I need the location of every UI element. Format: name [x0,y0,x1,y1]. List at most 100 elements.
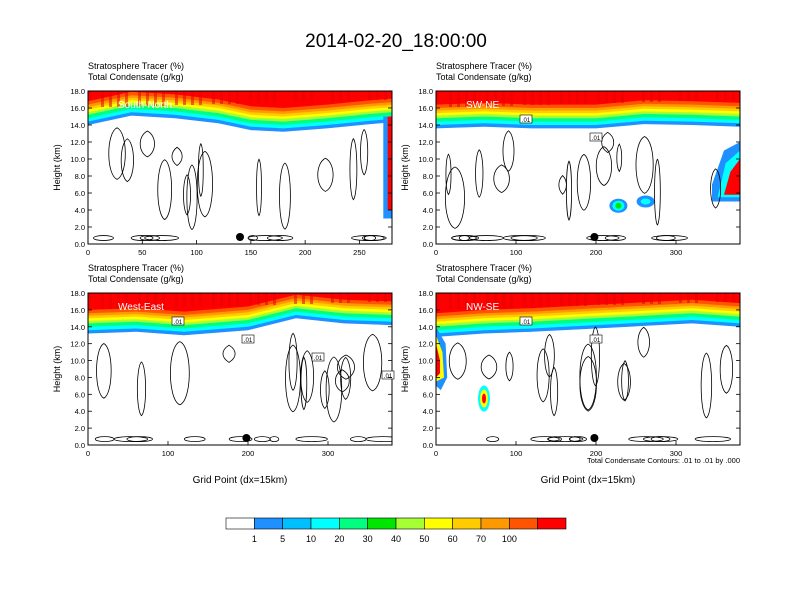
condensate-contours [445,130,722,241]
tracer-streak [621,293,624,305]
tracer-streak [642,293,645,304]
tracer-streak [257,91,260,103]
x-tick-label: 250 [353,248,366,257]
tracer-streak [724,91,727,100]
tracer-streak [347,293,350,303]
tracer-streak [560,293,563,306]
contour-label: .01 [314,356,323,362]
tracer-blob [615,202,622,209]
y-tick-label: 0.0 [423,240,433,249]
location-marker [236,233,244,241]
tracer-field [88,293,392,445]
contour-label-box [171,316,185,326]
y-tick-label: 4.0 [423,407,433,416]
contour-label-box [519,114,533,124]
colorbar-swatch [254,517,283,530]
tracer-streak [560,91,563,104]
contour-label: .01 [174,320,183,326]
y-tick-label: 4.0 [75,206,85,215]
tracer-streak [547,91,550,105]
colorbar-label: 20 [334,534,344,544]
colorbar-swatch [225,517,255,530]
tracer-streak [376,293,379,302]
panel-south-north: Stratosphere Tracer (%)Total Condensate … [52,61,393,257]
tracer-streak [101,293,104,309]
x-tick-label: 300 [322,449,335,458]
colorbar-label: 5 [280,534,285,544]
x-tick-label: 150 [245,248,258,257]
y-tick-label: 14.0 [70,323,85,332]
colorbar-swatch [452,517,482,530]
y-tick-label: 16.0 [418,104,433,113]
x-tick-label: 100 [510,449,523,458]
tracer-streak [584,91,587,104]
panel-label: SW-NE [466,100,499,111]
tracer-field [436,91,740,244]
tracer-streak [228,91,231,104]
x-axis-label: Grid Point (dx=15km) [193,475,288,486]
header-tracer: Stratosphere Tracer (%) [436,263,532,273]
tracer-streak [117,91,120,107]
tracer-band [88,91,392,108]
tracer-streak [473,293,476,309]
tracer-streak [310,293,313,304]
tracer-streak [568,91,571,104]
tracer-streak [465,293,468,309]
tracer-streak [547,293,550,307]
y-tick-label: 10.0 [418,155,433,164]
tracer-streak [146,91,149,106]
tracer-streak [621,91,624,103]
tracer-streak [449,91,452,107]
contour-note: Total Condensate Contours: .01 to .01 by… [587,456,740,465]
tracer-streak [273,91,276,103]
tracer-streak [436,91,439,100]
plot-frame [435,90,741,245]
plot-frame [435,292,741,446]
y-tick-label: 8.0 [75,172,85,181]
tracer-streak [302,91,305,102]
contour-label-box [241,334,255,344]
tracer-streak [679,293,682,303]
contour-label: .01 [522,118,531,124]
y-tick-label: 14.0 [418,121,433,130]
y-tick-label: 6.0 [423,189,433,198]
tracer-streak [473,91,476,107]
x-tick-label: 100 [190,248,203,257]
colorbar-swatch [310,517,340,530]
contour-label-box [519,316,533,326]
y-tick-label: 16.0 [70,306,85,315]
y-tick-label: 6.0 [75,189,85,198]
tracer-streak [191,91,194,105]
tracer-streak [212,91,215,104]
tracer-streak [436,293,439,302]
tracer-streak [650,293,653,304]
tracer-streak [486,293,489,308]
panel-west-east: Stratosphere Tracer (%)Total Condensate … [52,263,395,486]
y-axis-label: Height (km) [400,346,410,393]
y-tick-label: 12.0 [418,138,433,147]
tracer-streak [294,293,297,304]
colorbar-label: 70 [476,534,486,544]
colorbar-label: 50 [419,534,429,544]
y-tick-label: 18.0 [418,87,433,96]
colorbar-label: 60 [448,534,458,544]
panel-label: South-North [118,100,172,111]
contour-label: .01 [384,374,393,380]
colorbar-swatch [282,517,312,530]
y-tick-label: 14.0 [70,121,85,130]
colorbar-label: 40 [391,534,401,544]
header-condensate: Total Condensate (g/kg) [436,274,532,284]
tracer-streak [523,293,526,307]
colorbar-swatch [424,517,453,530]
tracer-streak [368,91,371,100]
x-tick-label: 100 [162,449,175,458]
y-axis-label: Height (km) [400,144,410,191]
panel-label: West-East [118,302,164,313]
tracer-streak [465,91,468,107]
tracer-streak [125,91,128,107]
tracer-streak [265,91,268,103]
tracer-streak [257,293,260,305]
tracer-streak [687,91,690,101]
contour-label-box [311,352,325,362]
tracer-streak [220,91,223,104]
